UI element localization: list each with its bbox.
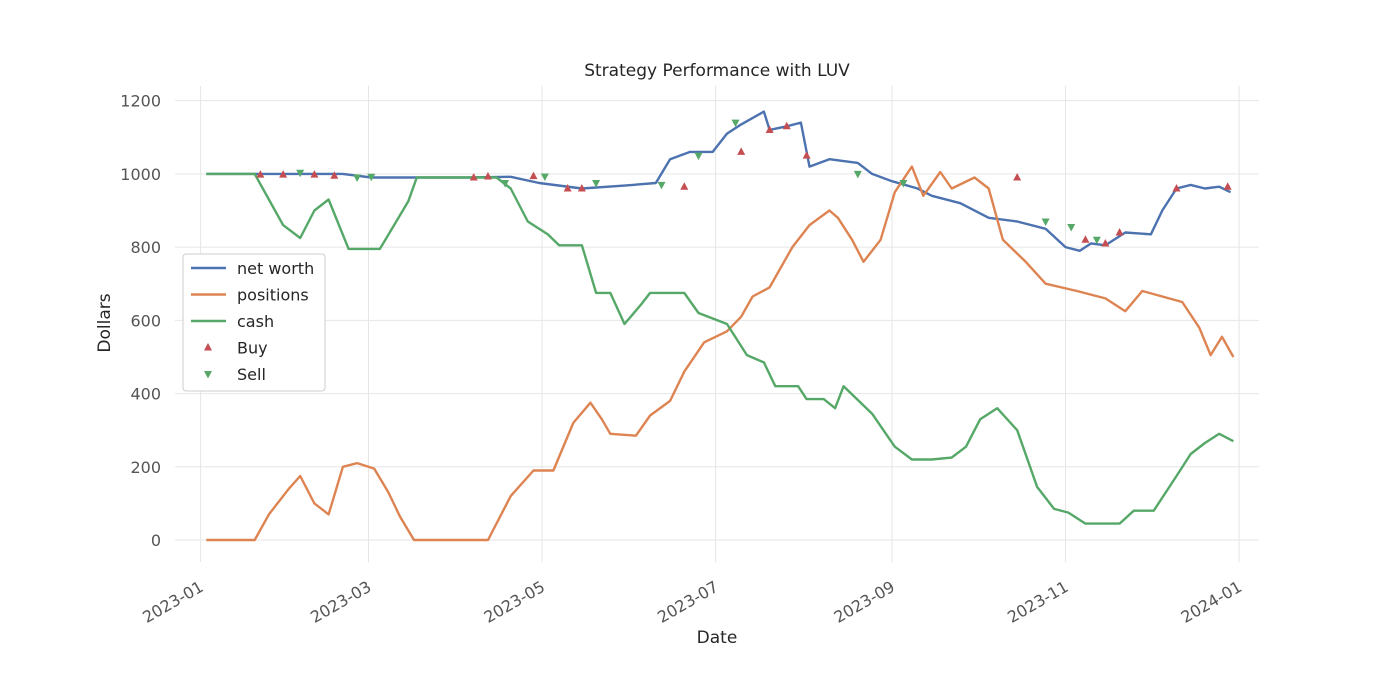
x-axis-label: Date	[697, 628, 738, 648]
x-tick-label: 2023-09	[831, 577, 898, 627]
legend: net worth positions cash Buy Sell	[182, 253, 326, 392]
sell-marker	[592, 180, 601, 188]
sell-marker	[353, 174, 362, 183]
buy-marker	[330, 171, 339, 179]
buy-marker	[1172, 184, 1181, 192]
buy-marker	[529, 171, 538, 180]
legend-label: positions	[237, 286, 309, 305]
buy-marker	[577, 184, 586, 192]
buy-marker	[1223, 182, 1232, 190]
series-line-positions	[206, 165, 1235, 542]
buy-marker	[1081, 235, 1090, 243]
x-tick-label: 2024-01	[1178, 577, 1245, 627]
buy-marker	[563, 184, 572, 192]
legend-label: Sell	[237, 365, 266, 384]
buy-marker	[279, 170, 288, 178]
x-tick-label: 2023-03	[307, 577, 374, 627]
chart-title: Strategy Performance with LUV	[584, 61, 850, 81]
y-tick-label: 1200	[120, 92, 161, 111]
sell-marker	[694, 152, 703, 161]
x-tick-label: 2023-07	[654, 577, 721, 627]
buy-marker	[256, 170, 265, 178]
x-tick-label: 2023-01	[139, 577, 206, 627]
sell-marker	[657, 181, 666, 190]
buy-marker	[483, 171, 492, 180]
sell-marker	[1092, 236, 1101, 245]
buy-marker	[469, 173, 478, 181]
x-tick-label: 2023-05	[481, 577, 548, 627]
x-tick-label: 2023-11	[1004, 577, 1071, 627]
y-tick-label: 200	[130, 458, 161, 477]
sell-marker	[899, 180, 908, 188]
sell-marker	[540, 173, 549, 181]
y-tick-label: 800	[130, 238, 161, 257]
buy-marker	[737, 147, 746, 155]
buy-marker	[680, 182, 689, 190]
buy-marker	[765, 125, 774, 133]
y-axis-label: Dollars	[95, 293, 115, 352]
y-tick-label: 0	[151, 531, 161, 550]
sell-marker	[731, 119, 740, 128]
buy-marker	[1013, 173, 1022, 181]
y-tick-label: 1000	[120, 165, 161, 184]
grid	[175, 86, 1259, 562]
buy-marker	[802, 151, 811, 159]
legend-label: cash	[237, 312, 274, 331]
legend-label: Buy	[237, 339, 268, 358]
sell-marker	[296, 169, 305, 178]
series-line-cash	[206, 172, 1234, 525]
y-tick-label: 600	[130, 311, 161, 330]
buy-marker	[310, 170, 319, 178]
legend-box	[182, 253, 326, 392]
plot-area	[206, 110, 1235, 542]
legend-label: net worth	[237, 259, 314, 278]
series-line-net-worth	[206, 110, 1232, 252]
buy-marker	[1115, 227, 1124, 236]
buy-marker	[782, 121, 791, 130]
sell-marker	[853, 170, 862, 179]
y-tick-label: 400	[130, 385, 161, 404]
sell-marker	[1041, 218, 1050, 226]
legend-swatch	[204, 343, 212, 351]
sell-marker	[1067, 223, 1076, 232]
sell-marker	[501, 180, 510, 188]
buy-marker	[1101, 238, 1110, 247]
legend-swatch	[204, 371, 212, 379]
sell-marker	[367, 173, 376, 182]
